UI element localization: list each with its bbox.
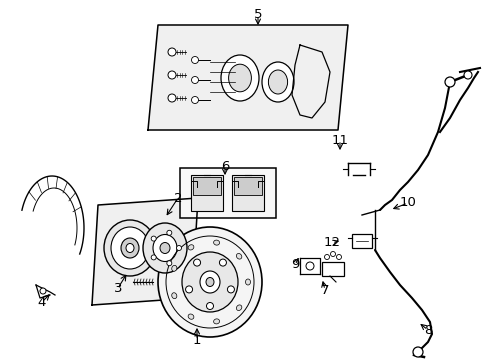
Bar bbox=[191, 175, 223, 211]
Circle shape bbox=[191, 57, 198, 63]
Circle shape bbox=[40, 288, 46, 294]
Circle shape bbox=[185, 286, 192, 293]
Ellipse shape bbox=[126, 243, 134, 252]
Polygon shape bbox=[148, 25, 347, 130]
Ellipse shape bbox=[160, 243, 170, 253]
Circle shape bbox=[191, 96, 198, 104]
Bar bbox=[351, 234, 371, 248]
Text: 4: 4 bbox=[38, 296, 46, 309]
Circle shape bbox=[444, 77, 454, 87]
Circle shape bbox=[176, 246, 181, 251]
Circle shape bbox=[330, 252, 335, 256]
Ellipse shape bbox=[104, 220, 156, 276]
Circle shape bbox=[151, 255, 156, 260]
Text: 7: 7 bbox=[320, 284, 328, 297]
Ellipse shape bbox=[121, 238, 139, 258]
Ellipse shape bbox=[142, 223, 186, 273]
Circle shape bbox=[219, 259, 226, 266]
Text: 8: 8 bbox=[423, 324, 431, 337]
Text: 6: 6 bbox=[221, 161, 229, 174]
Circle shape bbox=[227, 286, 234, 293]
Circle shape bbox=[168, 94, 176, 102]
Circle shape bbox=[168, 48, 176, 56]
Circle shape bbox=[168, 71, 176, 79]
Ellipse shape bbox=[236, 305, 242, 311]
Ellipse shape bbox=[213, 240, 219, 245]
Ellipse shape bbox=[221, 55, 259, 101]
Ellipse shape bbox=[200, 271, 220, 293]
Text: 11: 11 bbox=[331, 134, 348, 147]
Circle shape bbox=[191, 77, 198, 84]
Circle shape bbox=[336, 255, 341, 260]
Ellipse shape bbox=[268, 70, 287, 94]
Circle shape bbox=[206, 302, 213, 310]
Circle shape bbox=[324, 255, 329, 260]
Circle shape bbox=[305, 262, 313, 270]
Text: 10: 10 bbox=[399, 197, 416, 210]
Ellipse shape bbox=[236, 253, 242, 259]
Text: 5: 5 bbox=[253, 9, 262, 22]
Circle shape bbox=[193, 259, 200, 266]
Ellipse shape bbox=[171, 293, 177, 299]
Text: 2: 2 bbox=[173, 192, 182, 204]
Circle shape bbox=[166, 261, 171, 266]
Circle shape bbox=[151, 236, 156, 241]
Bar bbox=[234, 177, 262, 195]
Ellipse shape bbox=[158, 227, 262, 337]
Bar bbox=[180, 168, 275, 218]
Circle shape bbox=[463, 71, 471, 79]
Text: 12: 12 bbox=[323, 237, 340, 249]
Ellipse shape bbox=[188, 245, 193, 250]
Ellipse shape bbox=[182, 252, 238, 312]
Ellipse shape bbox=[262, 62, 293, 102]
Ellipse shape bbox=[228, 64, 251, 92]
Text: 1: 1 bbox=[192, 333, 201, 346]
Bar bbox=[321, 262, 343, 276]
Circle shape bbox=[412, 347, 422, 357]
Text: 9: 9 bbox=[290, 258, 299, 271]
Ellipse shape bbox=[111, 227, 149, 269]
Ellipse shape bbox=[188, 314, 193, 319]
Bar bbox=[231, 175, 264, 211]
Ellipse shape bbox=[205, 278, 214, 287]
Ellipse shape bbox=[213, 319, 219, 324]
Bar bbox=[193, 177, 221, 195]
Text: 3: 3 bbox=[114, 282, 122, 294]
Ellipse shape bbox=[171, 265, 177, 271]
Polygon shape bbox=[92, 198, 198, 305]
Ellipse shape bbox=[245, 279, 250, 285]
Ellipse shape bbox=[153, 234, 177, 261]
Circle shape bbox=[166, 230, 171, 235]
